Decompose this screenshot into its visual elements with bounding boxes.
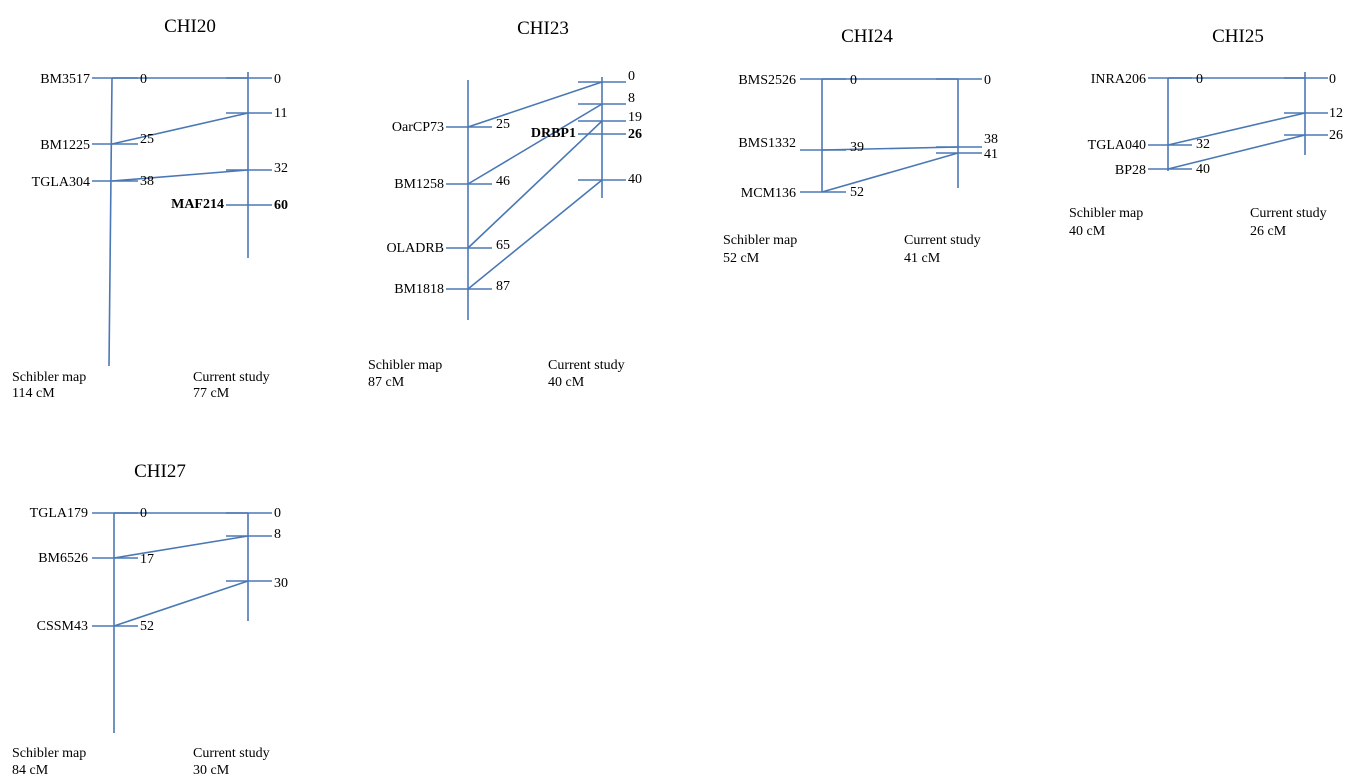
left-marker-position: 0 xyxy=(140,72,147,87)
right-marker-position: 0 xyxy=(1329,72,1336,87)
left-marker-name: BMS1332 xyxy=(738,136,796,151)
left-marker-position: 40 xyxy=(1196,162,1210,177)
left-marker-name: BM1818 xyxy=(394,282,444,297)
right-map-label: Current study xyxy=(548,358,625,373)
left-marker-name: TGLA179 xyxy=(30,506,88,521)
right-map-length: 77 cM xyxy=(193,386,230,401)
left-marker-position: 52 xyxy=(140,619,154,634)
left-marker-position: 52 xyxy=(850,185,864,200)
map-chi23: CHI23 OarCP73 25 BM1258 46 OLADRB 65 BM1… xyxy=(368,18,642,390)
left-marker-position: 65 xyxy=(496,238,510,253)
right-marker-position: 0 xyxy=(274,506,281,521)
left-map-label: Schibler map xyxy=(723,233,797,248)
connector-line xyxy=(467,81,603,128)
map-title: CHI23 xyxy=(517,18,569,39)
map-title: CHI24 xyxy=(841,26,893,47)
connector-line xyxy=(467,120,603,249)
right-marker-position: 26 xyxy=(1329,128,1343,143)
left-map-length: 40 cM xyxy=(1069,224,1106,239)
left-marker-name: CSSM43 xyxy=(37,619,88,634)
left-map-label: Schibler map xyxy=(12,370,86,385)
right-map-label: Current study xyxy=(1250,206,1327,221)
left-marker-position: 39 xyxy=(850,140,864,155)
left-marker-position: 87 xyxy=(496,279,510,294)
connector-line xyxy=(113,535,249,559)
right-marker-position: 60 xyxy=(274,198,288,213)
left-map-label: Schibler map xyxy=(1069,206,1143,221)
left-map-length: 114 cM xyxy=(12,386,55,401)
left-map-length: 84 cM xyxy=(12,763,49,778)
left-map-label: Schibler map xyxy=(12,746,86,761)
right-marker-position: 32 xyxy=(274,161,288,176)
left-marker-name: BM3517 xyxy=(40,72,90,87)
left-marker-position: 0 xyxy=(1196,72,1203,87)
connector-line xyxy=(111,112,249,145)
connector-line xyxy=(821,152,959,193)
left-marker-name: OLADRB xyxy=(386,241,444,256)
right-map-length: 41 cM xyxy=(904,251,941,266)
left-map-length: 87 cM xyxy=(368,375,405,390)
right-map-length: 30 cM xyxy=(193,763,230,778)
right-map-label: Current study xyxy=(193,370,270,385)
left-marker-position: 0 xyxy=(140,506,147,521)
right-marker-position: 8 xyxy=(628,91,635,106)
right-map-length: 40 cM xyxy=(548,375,585,390)
right-marker-position: 40 xyxy=(628,172,642,187)
right-marker-position: 0 xyxy=(984,73,991,88)
connector-line xyxy=(113,580,249,627)
left-marker-name: TGLA040 xyxy=(1088,138,1146,153)
right-marker-name: DRBP1 xyxy=(531,126,576,141)
connector-line xyxy=(467,179,603,290)
right-map-length: 26 cM xyxy=(1250,224,1287,239)
right-map-label: Current study xyxy=(904,233,981,248)
left-marker-name: BM1225 xyxy=(40,138,90,153)
connector-line xyxy=(111,169,249,182)
left-chromosome-line xyxy=(108,77,113,367)
connector-line xyxy=(1167,134,1306,170)
right-marker-position: 19 xyxy=(628,110,642,125)
left-marker-name: BM1258 xyxy=(394,177,444,192)
right-marker-name: MAF214 xyxy=(171,197,224,212)
left-marker-name: BP28 xyxy=(1115,163,1146,178)
connector-line xyxy=(821,146,959,151)
map-title: CHI20 xyxy=(164,16,216,37)
right-marker-position: 11 xyxy=(274,106,287,121)
left-marker-position: 25 xyxy=(496,117,510,132)
left-marker-position: 32 xyxy=(1196,137,1210,152)
right-marker-position: 8 xyxy=(274,527,281,542)
right-marker-position: 0 xyxy=(628,69,635,84)
left-marker-name: BM6526 xyxy=(38,551,88,566)
left-map-length: 52 cM xyxy=(723,251,760,266)
left-marker-position: 17 xyxy=(140,552,154,567)
right-marker-position: 38 xyxy=(984,132,998,147)
right-marker-position: 26 xyxy=(628,127,642,142)
left-marker-name: BMS2526 xyxy=(738,73,796,88)
right-marker-position: 0 xyxy=(274,72,281,87)
left-marker-name: OarCP73 xyxy=(392,120,444,135)
map-chi27: CHI27 TGLA179 0 BM6526 17 CSSM43 52 0 8 … xyxy=(12,461,288,778)
map-title: CHI25 xyxy=(1212,26,1264,47)
map-chi24: CHI24 BMS2526 0 BMS1332 39 MCM136 52 0 3… xyxy=(723,26,998,266)
right-marker-position: 30 xyxy=(274,576,288,591)
left-marker-position: 25 xyxy=(140,132,154,147)
right-map-label: Current study xyxy=(193,746,270,761)
map-chi25: CHI25 INRA206 0 TGLA040 32 BP28 40 0 12 … xyxy=(1069,26,1343,239)
left-marker-name: TGLA304 xyxy=(32,175,90,190)
right-marker-position: 41 xyxy=(984,147,998,162)
connector-line xyxy=(1167,112,1306,146)
left-marker-name: MCM136 xyxy=(741,186,796,201)
left-marker-name: INRA206 xyxy=(1091,72,1146,87)
left-marker-position: 38 xyxy=(140,174,154,189)
right-marker-position: 12 xyxy=(1329,106,1343,121)
left-map-label: Schibler map xyxy=(368,358,442,373)
map-chi20: CHI20 BM3517 0 BM1225 25 TGLA304 38 0 11… xyxy=(12,16,288,401)
left-marker-position: 0 xyxy=(850,73,857,88)
connector-line xyxy=(467,103,603,185)
map-title: CHI27 xyxy=(134,461,186,482)
left-marker-position: 46 xyxy=(496,174,510,189)
